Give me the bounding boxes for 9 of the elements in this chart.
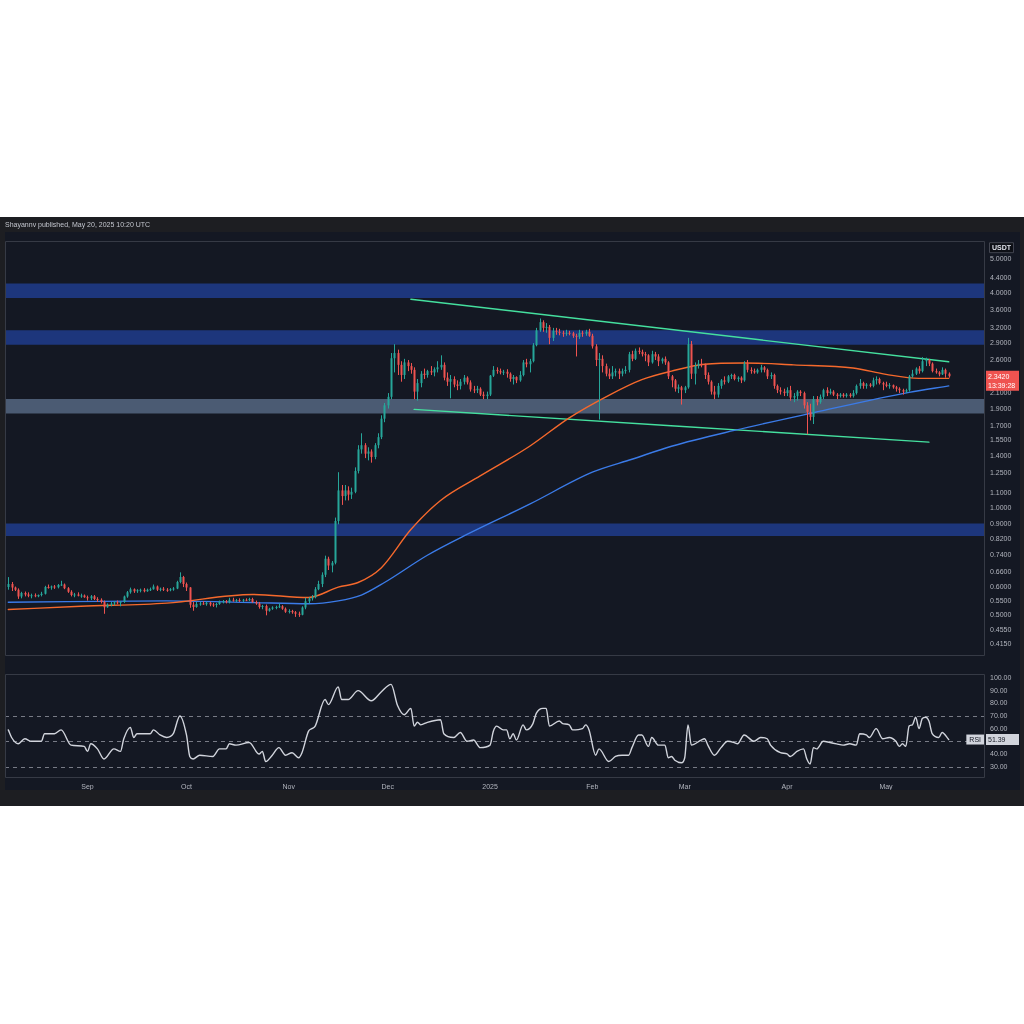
candlestick (548, 324, 551, 345)
candlestick (545, 322, 548, 334)
line-series (7, 683, 950, 765)
candlestick (189, 586, 192, 609)
candlestick (595, 343, 598, 367)
candlestick (403, 358, 406, 380)
candlestick (449, 374, 452, 399)
candlestick (416, 378, 419, 402)
candlestick (413, 366, 416, 400)
